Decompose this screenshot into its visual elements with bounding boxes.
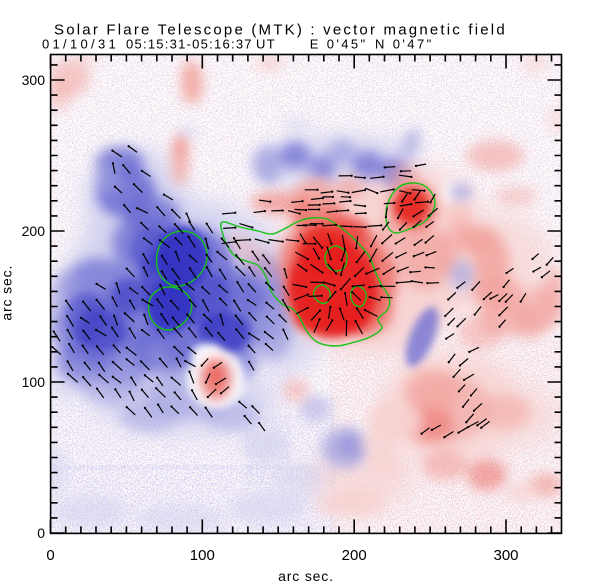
svg-text:100: 100 xyxy=(22,374,46,390)
svg-text:05:15:31-05:16:37: 05:15:31-05:16:37 xyxy=(126,37,253,52)
svg-text:arc sec.: arc sec. xyxy=(0,265,15,321)
svg-text:Solar Flare Telescope (MTK) :: Solar Flare Telescope (MTK) : vector mag… xyxy=(54,21,507,38)
svg-text:01/10/31: 01/10/31 xyxy=(42,37,119,52)
svg-text:200: 200 xyxy=(22,223,46,239)
svg-text:100: 100 xyxy=(190,547,215,564)
svg-text:200: 200 xyxy=(342,547,367,564)
svg-text:N 0'47": N 0'47" xyxy=(375,37,434,52)
svg-text:0: 0 xyxy=(46,547,54,564)
svg-text:E 0'45": E 0'45" xyxy=(310,37,368,52)
svg-text:0: 0 xyxy=(37,525,45,541)
svg-text:300: 300 xyxy=(493,547,518,564)
svg-text:300: 300 xyxy=(22,72,46,88)
svg-text:UT: UT xyxy=(256,37,276,52)
svg-text:arc sec.: arc sec. xyxy=(278,568,334,584)
